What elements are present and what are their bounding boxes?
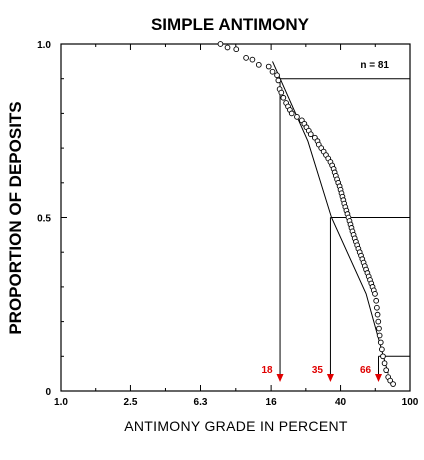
percentile-label: 35 <box>312 365 324 376</box>
data-point <box>224 44 231 51</box>
data-point <box>381 360 388 367</box>
data-point <box>307 131 314 138</box>
percentile-label: 66 <box>360 365 372 376</box>
data-point <box>280 94 287 101</box>
x-tick-label: 1.0 <box>54 397 68 408</box>
x-tick-label: 6.3 <box>194 397 208 408</box>
percentile-labels: 18 35 66 <box>261 365 371 376</box>
data-point <box>373 297 380 304</box>
data-point <box>375 318 382 325</box>
y-axis-label: PROPORTION OF DEPOSITS <box>6 101 25 334</box>
chart-title: SIMPLE ANTIMONY <box>151 15 310 34</box>
data-point <box>376 325 382 332</box>
percentile-label: 18 <box>261 365 273 376</box>
data-point <box>390 381 396 387</box>
data-point <box>376 332 383 339</box>
data-point <box>274 72 280 79</box>
sample-size-label: n = 81 <box>360 60 389 71</box>
data-point <box>294 114 300 120</box>
data-point <box>383 367 389 374</box>
data-point <box>255 61 262 68</box>
percentile-guides <box>276 78 410 382</box>
data-point <box>374 304 380 311</box>
data-point <box>374 311 381 318</box>
data-point <box>379 346 385 353</box>
percentile-arrow <box>375 374 383 382</box>
data-point <box>377 339 384 346</box>
percentile-arrow <box>326 374 334 382</box>
data-point <box>233 46 240 53</box>
data-points <box>217 41 396 387</box>
y-tick-label: 1.0 <box>37 40 51 51</box>
data-point <box>249 56 256 63</box>
data-point <box>372 290 378 297</box>
data-point <box>243 55 249 61</box>
x-axis-label: ANTIMONY GRADE IN PERCENT <box>124 418 348 434</box>
data-point <box>380 353 386 360</box>
x-tick-label: 100 <box>402 397 419 408</box>
percentile-arrow <box>276 374 284 382</box>
data-point <box>217 41 224 47</box>
axis-ticks: 1.0 2.5 6.3 16 40 100 0 0.5 1.0 <box>37 40 419 408</box>
y-tick-label: 0.5 <box>37 214 51 225</box>
data-point <box>278 89 285 96</box>
data-point <box>269 68 276 75</box>
data-point <box>288 110 295 117</box>
x-tick-label: 40 <box>335 397 347 408</box>
x-tick-label: 2.5 <box>123 397 137 408</box>
y-tick-label: 0 <box>45 387 51 398</box>
data-point <box>265 63 272 70</box>
x-tick-label: 16 <box>266 397 278 408</box>
data-point <box>275 77 282 84</box>
